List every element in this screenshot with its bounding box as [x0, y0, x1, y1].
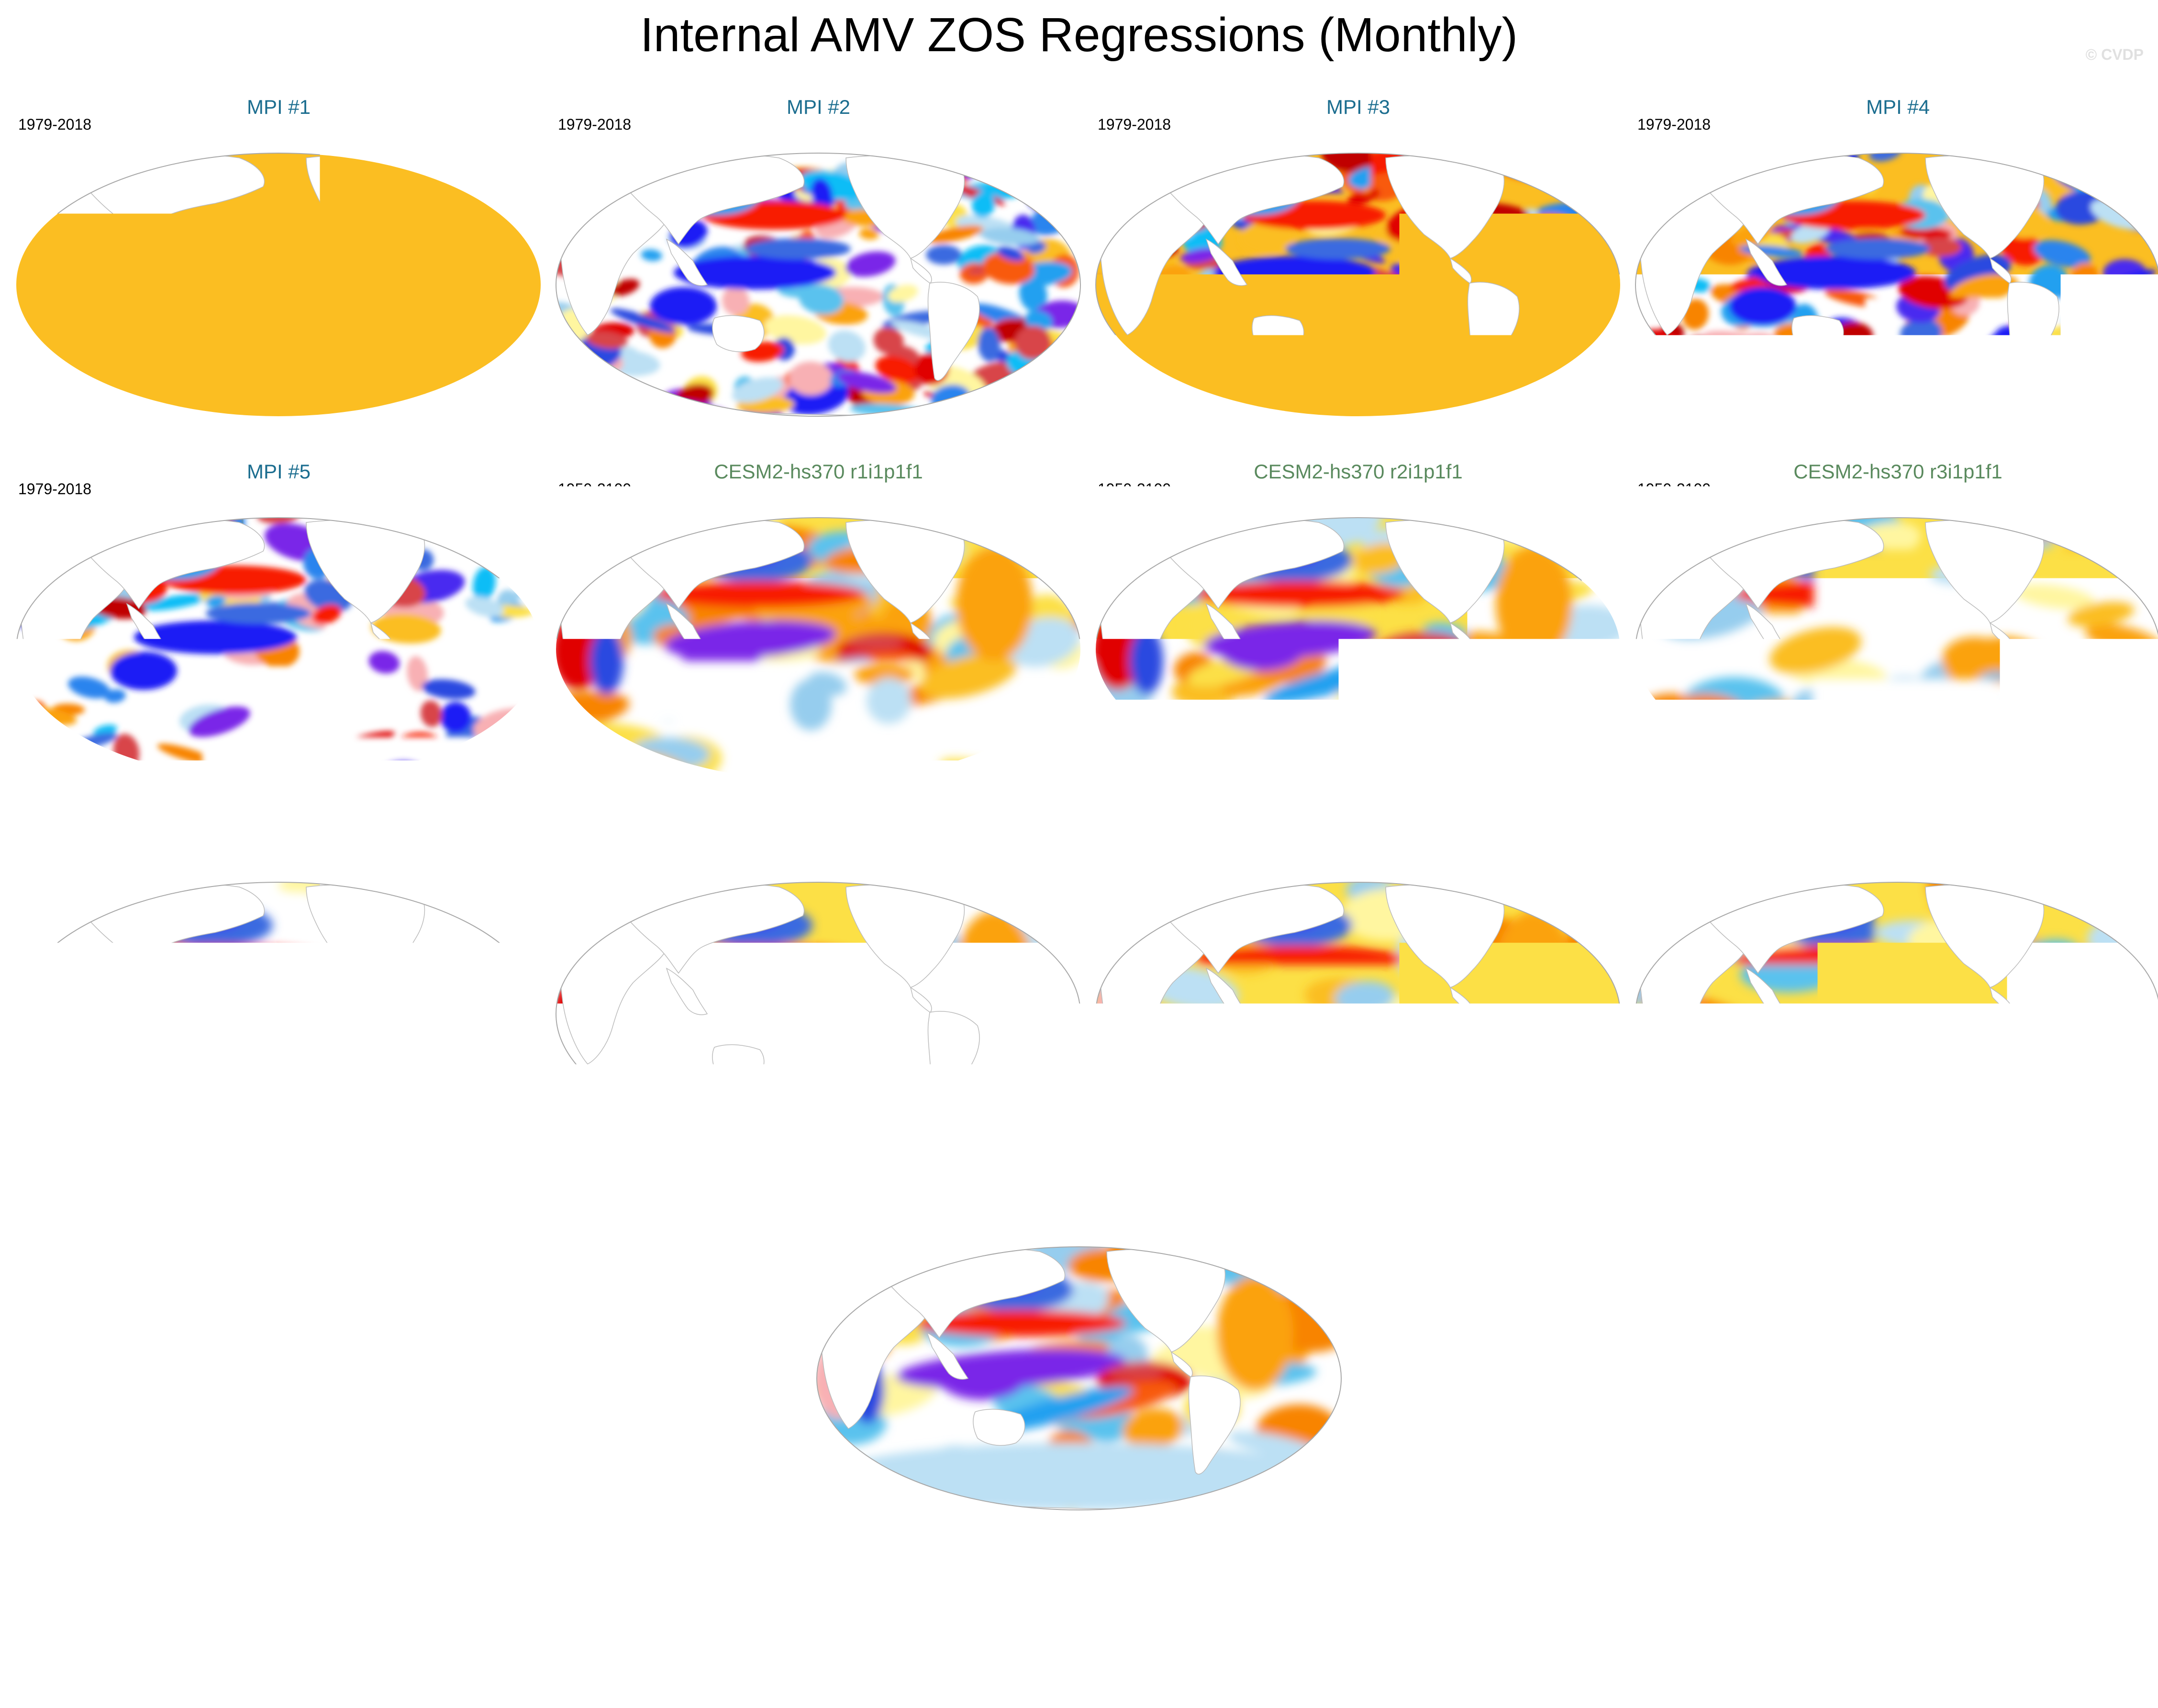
map-panel: CESM2-hs370 r3i1p1f1 1950-2100	[1629, 460, 2158, 786]
panel-period: 1979-2018	[18, 479, 91, 499]
panel-period: 1950-2100	[558, 479, 631, 499]
colorbar-tick-label: 3	[1240, 1627, 1298, 1665]
colorbar-swatch	[574, 1593, 637, 1627]
colorbar-tick-label: 1	[1114, 1627, 1171, 1665]
regression-map	[1089, 825, 1627, 1150]
panel-period: 1979-2018	[558, 115, 631, 134]
map-panel: MPI #5 1979-2018	[10, 460, 548, 786]
panel-period: 1950-2100	[1637, 479, 1711, 499]
panel-period: 2001-2100	[819, 1209, 892, 1228]
regression-map	[810, 1189, 1348, 1515]
colorbar-swatch	[1206, 1593, 1269, 1627]
colorbar-tick-label: -6	[671, 1627, 729, 1665]
colorbar-swatch	[1585, 1593, 1648, 1627]
colorbar-swatch	[447, 1593, 511, 1627]
colorbar-swatch	[1458, 1593, 1522, 1627]
colorbar-swatch	[700, 1593, 764, 1627]
map-panel: CESM2-hs370 r2i1p1f1 1950-2100	[1089, 460, 1627, 786]
colorbar-tick-label: 2	[1177, 1627, 1235, 1665]
colorbar-units: cm	[1041, 1660, 1117, 1698]
regression-map	[1629, 825, 2158, 1150]
regression-map	[1089, 96, 1627, 421]
panel-period: 1979-2018	[1637, 115, 1711, 134]
map-panel: CESM2-hs370 r1i1p1f1 1950-2100	[549, 460, 1088, 786]
regression-map	[549, 96, 1088, 421]
colorbar-swatch	[637, 1593, 701, 1627]
colorbar-swatch	[1711, 1593, 1774, 1627]
colorbar-swatches	[384, 1593, 1774, 1627]
regression-map	[10, 825, 548, 1150]
regression-map	[549, 825, 1088, 1150]
colorbar-swatch	[826, 1593, 890, 1627]
colorbar-tick-label: 5	[1367, 1627, 1424, 1665]
regression-map	[10, 460, 548, 786]
panel-period: 1979-2018	[18, 115, 91, 134]
colorbar-tick-label: 6	[1430, 1627, 1487, 1665]
colorbar-swatch	[1648, 1593, 1712, 1627]
panel-period: 1979-2014	[18, 844, 91, 863]
colorbar-swatch	[1079, 1593, 1143, 1627]
colorbar-swatch	[953, 1593, 1016, 1627]
colorbar-swatch	[1395, 1593, 1459, 1627]
colorbar-tick-label: 9	[1619, 1627, 1677, 1665]
colorbar-swatch	[763, 1593, 827, 1627]
panel-period: 1979-2014	[558, 844, 631, 863]
map-panel: CESM1-LENS 004 2001-2100	[1629, 825, 2158, 1150]
colorbar-tick-label: -4	[798, 1627, 855, 1665]
colorbar-swatch	[890, 1593, 953, 1627]
colorbar-tick-label: 4	[1303, 1627, 1361, 1665]
map-panel: MPI #3 1979-2018	[1089, 96, 1627, 421]
colorbar-swatch	[1332, 1593, 1396, 1627]
colorbar-swatch	[384, 1593, 448, 1627]
map-panel: MPI #4 1979-2018	[1629, 96, 2158, 421]
colorbar-tick-label: -8	[545, 1627, 602, 1665]
map-panel: CESM1-LENS 005 2001-2100	[810, 1189, 1348, 1515]
map-panel: CESM1-LENS 003 2001-2100	[1089, 825, 1627, 1150]
colorbar-tick-label: -9	[482, 1627, 539, 1665]
panel-period: 2001-2100	[1637, 844, 1711, 863]
figure-title: Internal AMV ZOS Regressions (Monthly)	[0, 4, 2158, 66]
colorbar-tick-label: -7	[608, 1627, 666, 1665]
colorbar-tick-label: -2	[924, 1627, 981, 1665]
panel-period: 1950-2100	[1098, 479, 1171, 499]
regression-map	[10, 96, 548, 421]
map-panel: MPI #2 1979-2018	[549, 96, 1088, 421]
colorbar-tick-label: -10	[419, 1627, 476, 1665]
cvdp-watermark: © CVDP	[2086, 46, 2144, 64]
colorbar-swatch	[1143, 1593, 1206, 1627]
colorbar-swatch	[511, 1593, 574, 1627]
map-panel: CESM2 r2i1p1f1 1979-2014	[549, 825, 1088, 1150]
regression-map	[549, 460, 1088, 786]
colorbar-swatch	[1522, 1593, 1585, 1627]
panel-period: 2001-2100	[1098, 844, 1171, 863]
colorbar-tick-label: -1	[987, 1627, 1045, 1665]
colorbar-tick-label: 10	[1682, 1627, 1740, 1665]
regression-map	[1629, 460, 2158, 786]
colorbar-swatch	[1016, 1593, 1079, 1627]
colorbar-tick-label: 0	[1051, 1627, 1108, 1665]
colorbar-tick-label: 8	[1556, 1627, 1613, 1665]
colorbar-swatch	[1269, 1593, 1333, 1627]
colorbar-tick-label: -5	[734, 1627, 792, 1665]
colorbar-tick-label: 7	[1493, 1627, 1550, 1665]
map-panel: MPI #1 1979-2018	[10, 96, 548, 421]
panel-period: 1979-2018	[1098, 115, 1171, 134]
regression-map	[1629, 96, 2158, 421]
map-panel: CESM2 r1i1p1f1 1979-2014	[10, 825, 548, 1150]
colorbar-tick-label: -3	[861, 1627, 918, 1665]
regression-map	[1089, 460, 1627, 786]
